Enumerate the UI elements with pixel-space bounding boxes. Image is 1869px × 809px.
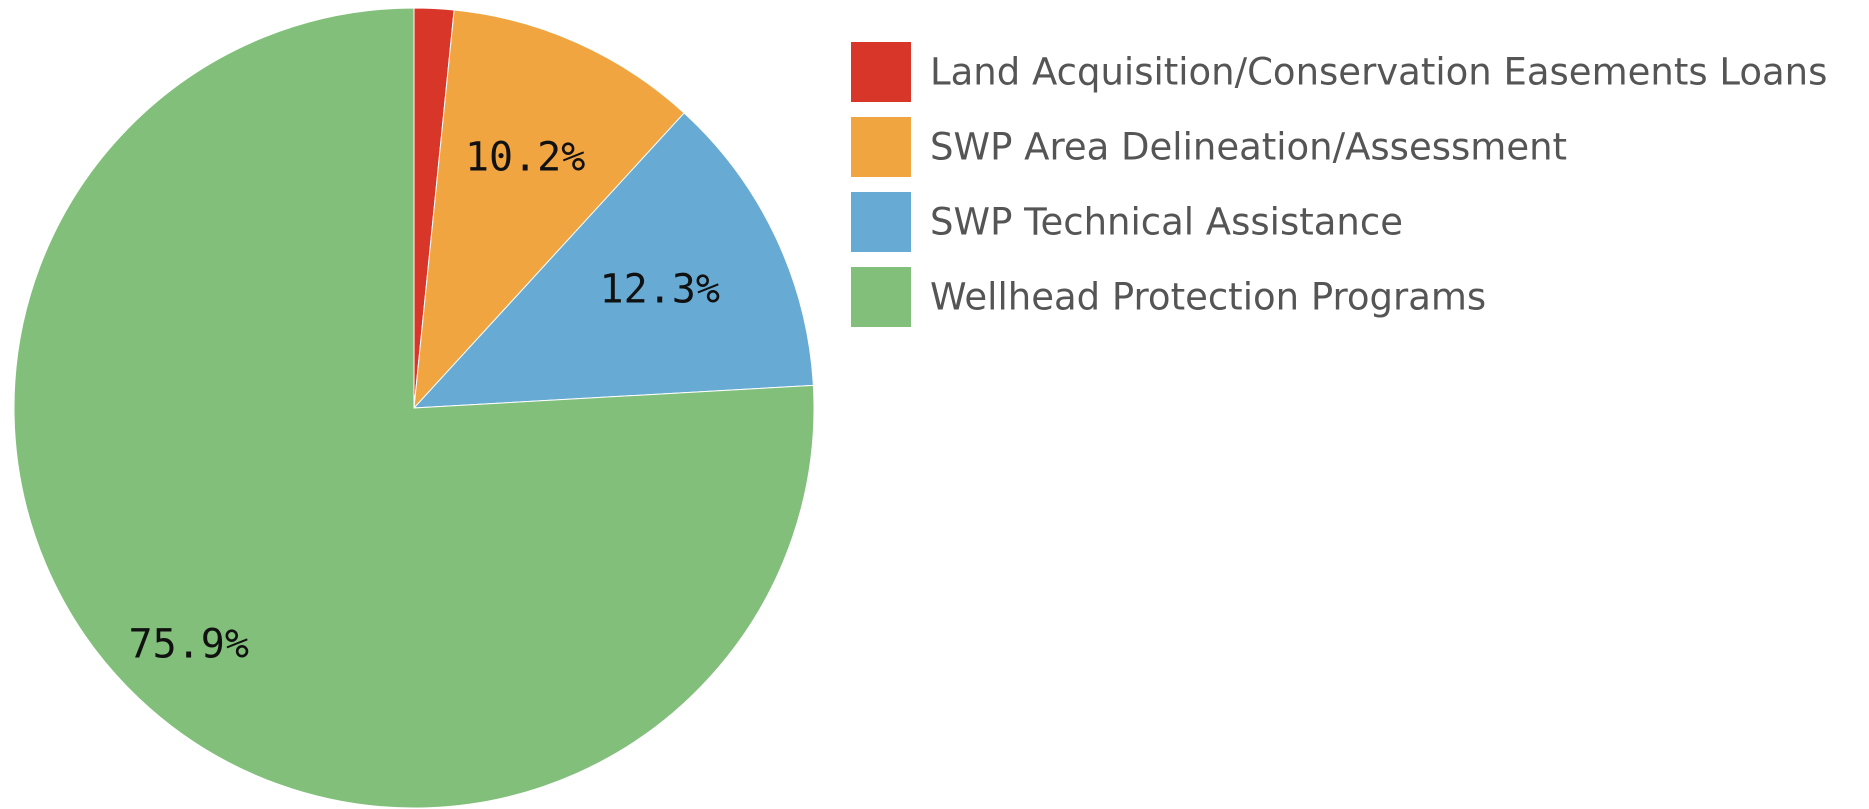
pie-slice — [413, 9, 685, 410]
legend-swatch — [851, 192, 911, 252]
legend-label: Wellhead Protection Programs — [930, 276, 1486, 319]
pie-slice — [412, 112, 814, 409]
legend-swatch — [851, 42, 911, 102]
pie-slice — [13, 7, 815, 809]
legend-label: Land Acquisition/Conservation Easements … — [930, 51, 1827, 94]
slice-label: 10.2% — [465, 135, 585, 181]
legend-label: SWP Area Delineation/Assessment — [930, 126, 1567, 169]
legend-swatch — [851, 117, 911, 177]
slice-label: 75.9% — [129, 621, 249, 667]
slice-label: 12.3% — [600, 266, 720, 312]
legend-swatch — [851, 267, 911, 327]
legend-label: SWP Technical Assistance — [930, 201, 1403, 244]
